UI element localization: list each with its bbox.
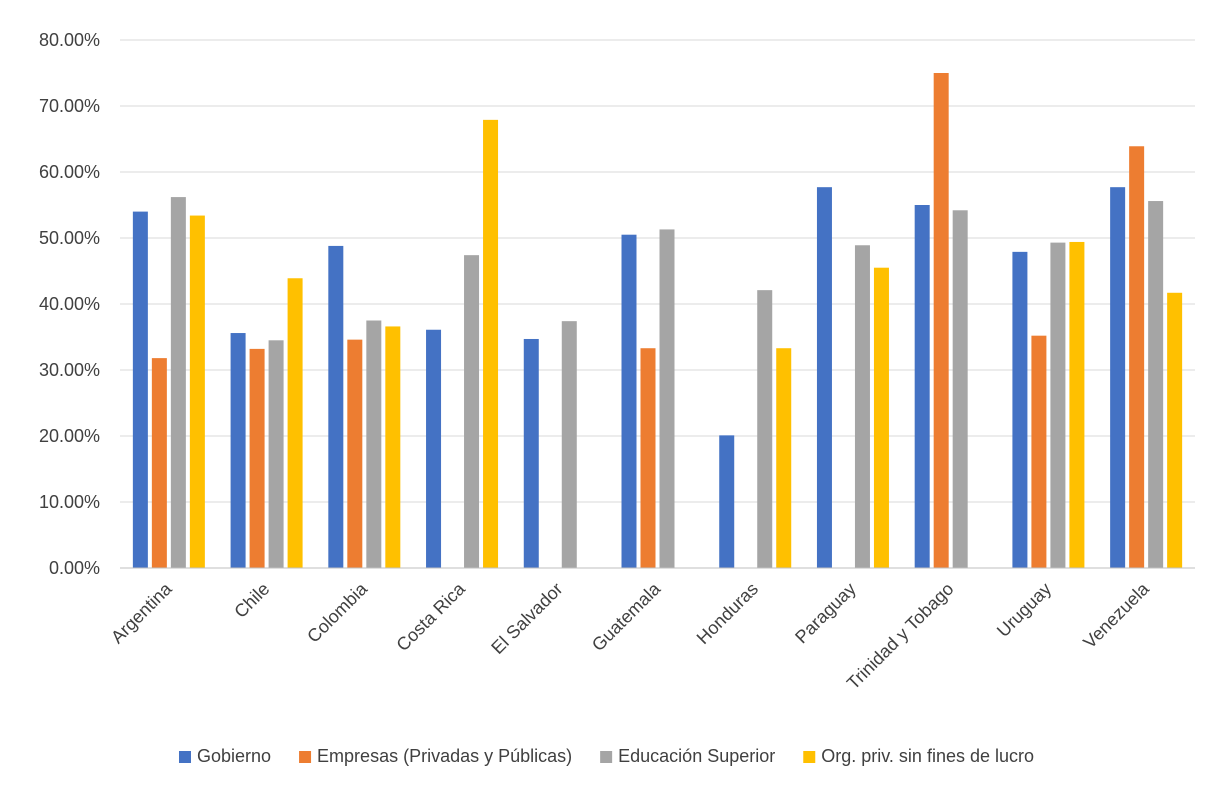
bar-chile-educacion-superior [268,340,284,568]
legend-item-org-priv-sin-fines-de-lucro: Org. priv. sin fines de lucro [803,746,1034,766]
bar-colombia-educacion-superior [366,320,382,568]
bar-venezuela-gobierno [1110,187,1126,568]
legend-swatch [299,751,312,763]
x-category-label: Venezuela [1079,578,1153,652]
x-category-label: Uruguay [993,579,1055,641]
bar-paraguay-gobierno [816,187,832,568]
bar-paraguay-org-priv-sin-fines-de-lucro [873,267,889,568]
y-tick-label: 20.00% [39,426,100,446]
bar-chile-empresas-privadas-y-publicas [249,348,265,568]
bar-venezuela-educacion-superior [1148,201,1164,569]
x-category-label: Honduras [693,579,762,648]
bar-uruguay-gobierno [1012,251,1028,569]
bar-argentina-empresas-privadas-y-publicas [151,358,167,568]
bar-el-salvador-educacion-superior [561,321,577,568]
legend-item-gobierno: Gobierno [178,746,271,766]
bar-argentina-educacion-superior [170,197,186,568]
bar-argentina-org-priv-sin-fines-de-lucro [189,215,205,568]
y-tick-label: 70.00% [39,96,100,116]
legend-label: Org. priv. sin fines de lucro [821,746,1034,766]
bar-honduras-educacion-superior [757,290,773,568]
bar-trinidad-y-tobago-gobierno [914,205,930,568]
bar-trinidad-y-tobago-educacion-superior [952,210,968,568]
legend-label: Educación Superior [618,746,775,766]
legend-label: Gobierno [197,746,271,766]
bar-costa-rica-educacion-superior [464,255,480,568]
bar-colombia-empresas-privadas-y-publicas [347,339,363,568]
bar-uruguay-educacion-superior [1050,242,1066,568]
x-category-label: Trinidad y Tobago [843,579,958,694]
bars [132,73,1183,569]
bar-honduras-gobierno [719,435,735,568]
bar-colombia-gobierno [328,245,344,569]
legend-swatch [803,751,816,763]
x-category-label: Colombia [303,578,372,647]
bar-venezuela-org-priv-sin-fines-de-lucro [1167,292,1183,568]
bar-costa-rica-org-priv-sin-fines-de-lucro [483,119,499,569]
bar-chile-org-priv-sin-fines-de-lucro [287,278,303,568]
x-category-label: El Salvador [487,579,566,658]
x-axis-categories: Argentina Chile Colombia Costa Rica El Salva… [107,578,1154,693]
y-tick-label: 50.00% [39,228,100,248]
bar-guatemala-gobierno [621,234,637,568]
bar-uruguay-empresas-privadas-y-publicas [1031,335,1047,568]
bar-trinidad-y-tobago-empresas-privadas-y-publicas [933,73,949,568]
bar-costa-rica-gobierno [426,329,442,568]
y-tick-label: 60.00% [39,162,100,182]
bar-colombia-org-priv-sin-fines-de-lucro [385,326,401,568]
y-tick-label: 0.00% [49,558,100,578]
bar-guatemala-empresas-privadas-y-publicas [640,348,656,568]
legend-item-educacion-superior: Educación Superior [600,746,775,766]
bar-paraguay-educacion-superior [854,245,870,568]
bar-el-salvador-gobierno [523,338,539,568]
bar-chile-gobierno [230,333,246,568]
x-category-label: Guatemala [588,578,665,655]
legend-swatch [600,751,613,763]
legend: Gobierno Empresas (Privadas y Públicas) Ed… [178,746,1034,766]
y-tick-label: 10.00% [39,492,100,512]
legend-swatch [178,751,191,763]
y-tick-label: 40.00% [39,294,100,314]
legend-item-empresas-privadas-y-publicas: Empresas (Privadas y Públicas) [299,746,572,766]
y-tick-label: 30.00% [39,360,100,380]
bar-honduras-org-priv-sin-fines-de-lucro [776,348,792,568]
x-category-label: Costa Rica [392,578,469,655]
x-category-label: Argentina [107,578,176,647]
bar-uruguay-org-priv-sin-fines-de-lucro [1069,241,1085,568]
bar-argentina-gobierno [132,211,148,568]
legend-label: Empresas (Privadas y Públicas) [317,746,572,766]
bar-guatemala-educacion-superior [659,229,675,569]
y-tick-label: 80.00% [39,30,100,50]
x-category-label: Paraguay [791,579,860,648]
bar-venezuela-empresas-privadas-y-publicas [1129,146,1145,568]
y-axis-ticks: 0.00% 10.00% 20.00% 30.00% 40.00% 50.00% 60.00… [39,30,100,578]
x-category-label: Chile [230,579,273,622]
